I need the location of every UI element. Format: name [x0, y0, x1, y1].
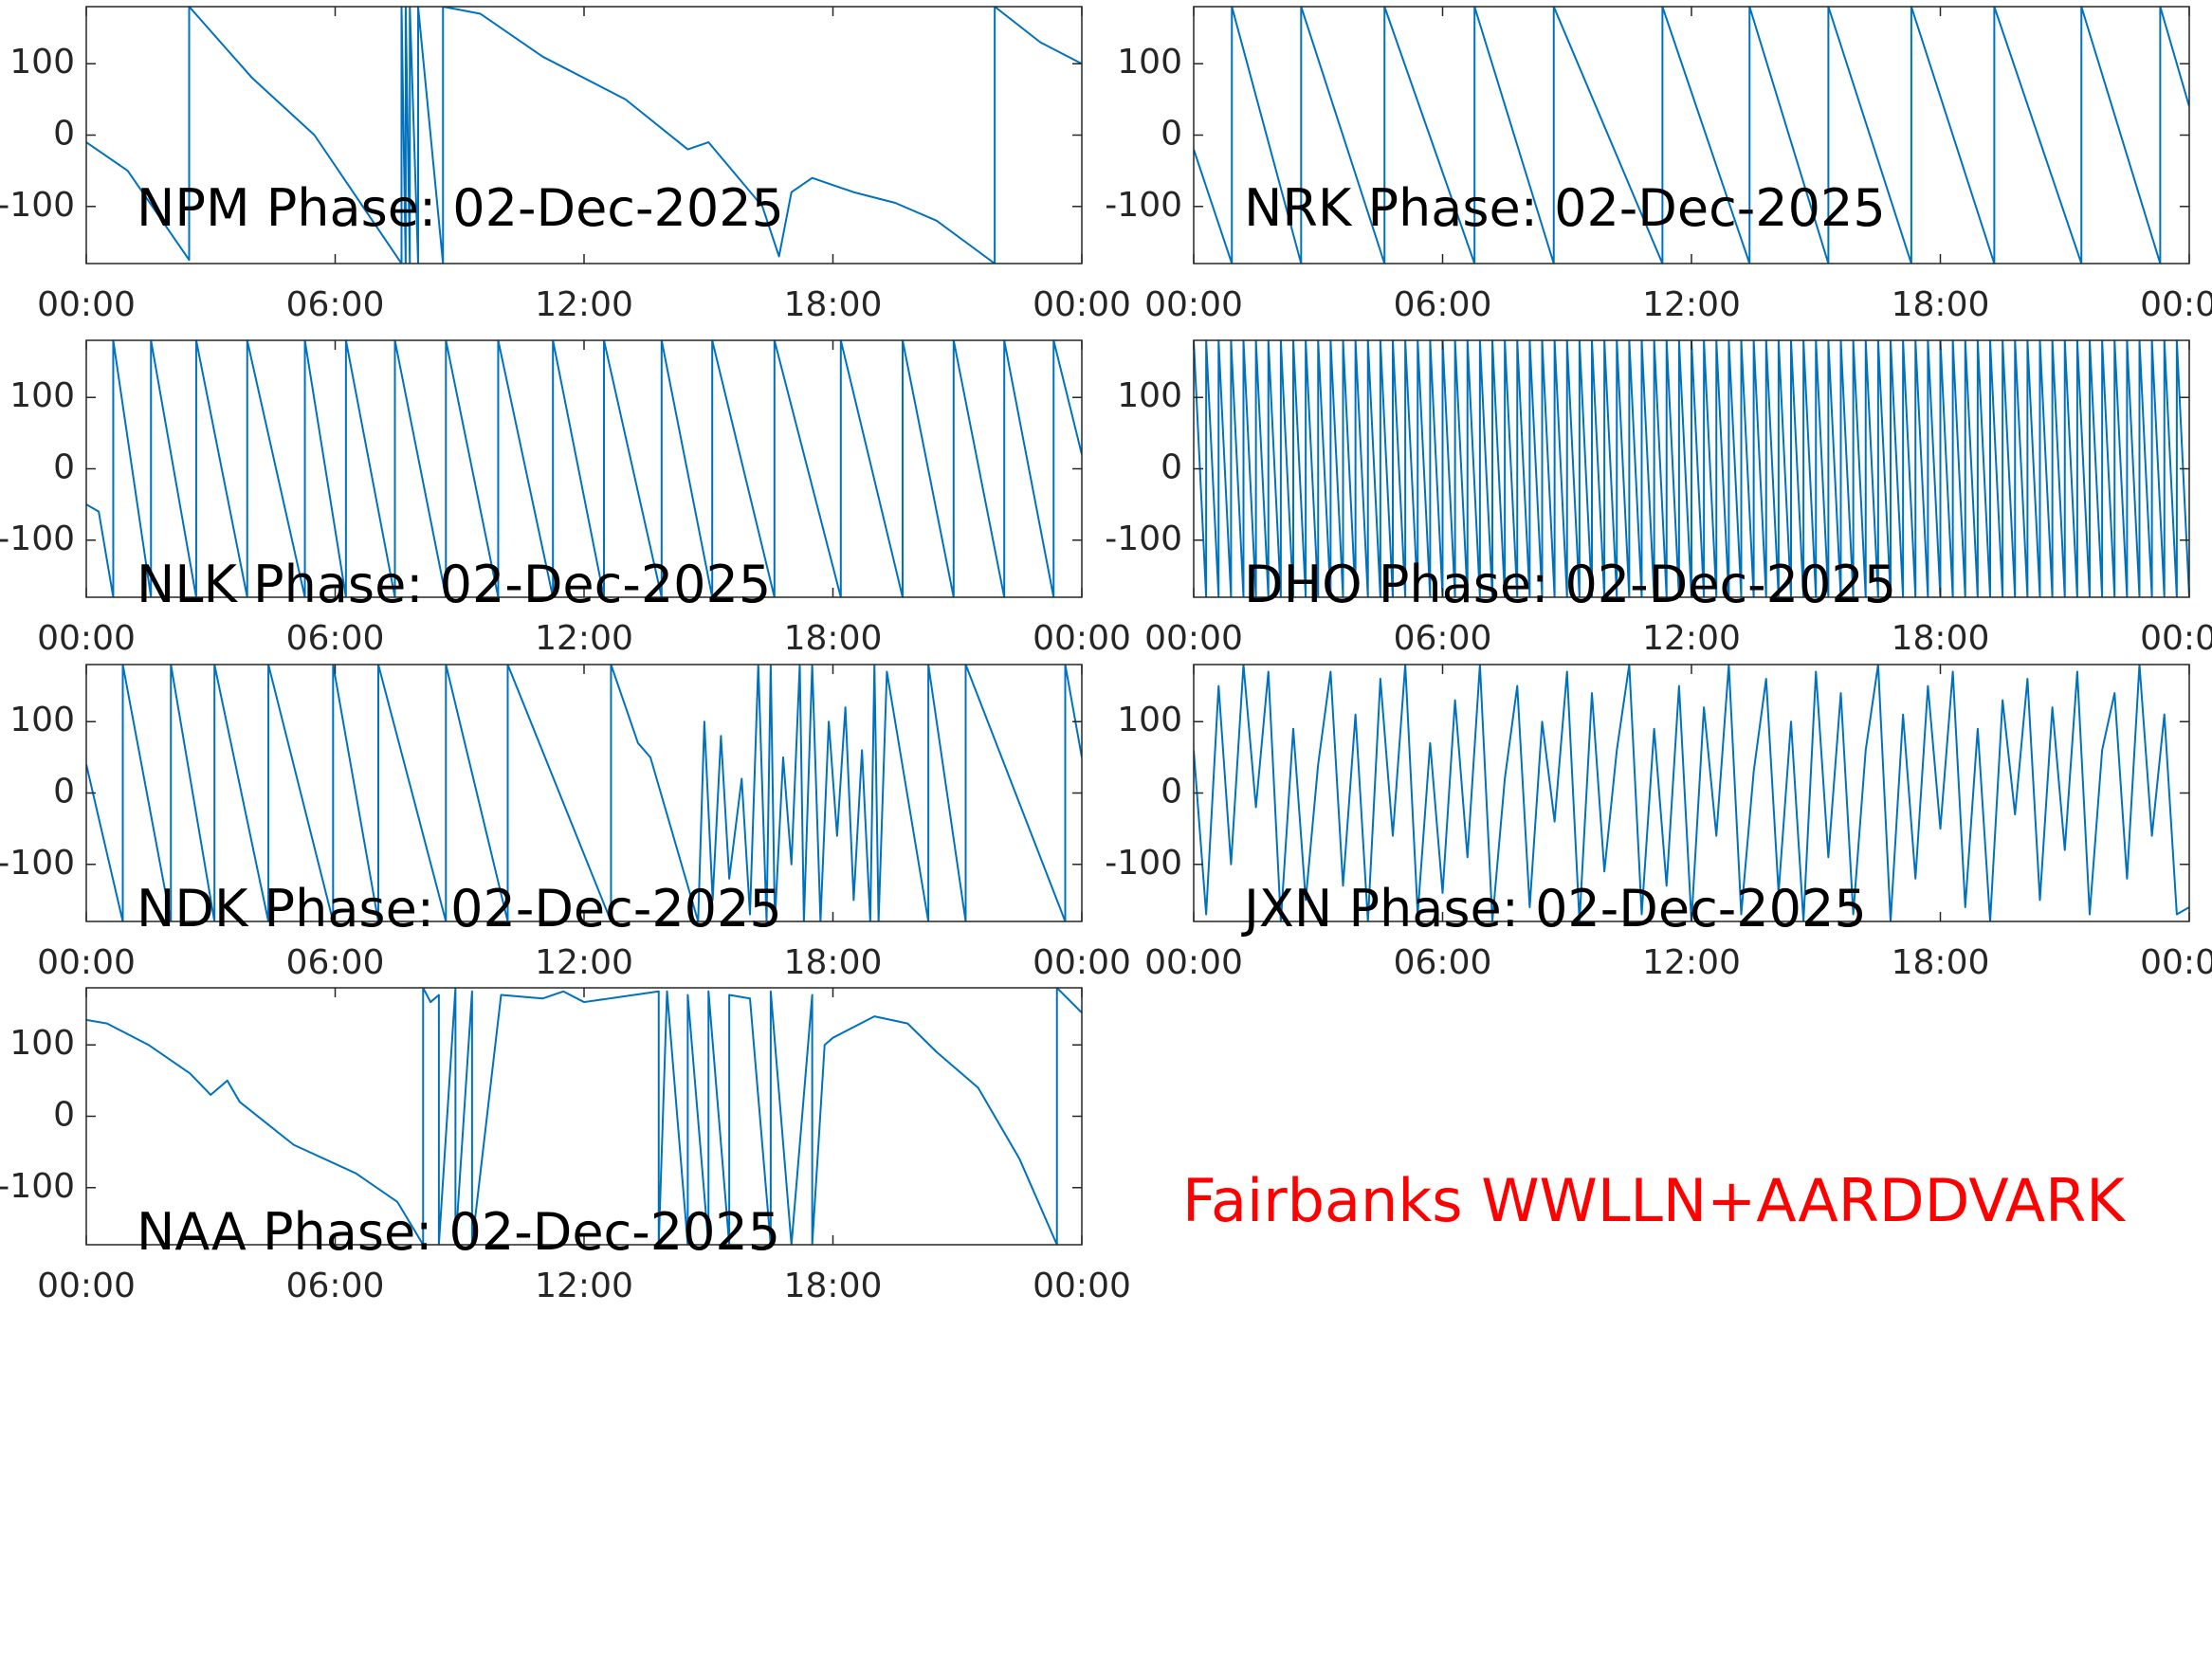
x-tick-label: 00:00 — [1033, 619, 1131, 658]
y-tick-label: 100 — [9, 376, 75, 415]
x-tick-label: 06:00 — [286, 285, 385, 324]
x-tick-label: 06:00 — [286, 619, 385, 658]
y-tick-label: 100 — [1117, 43, 1182, 82]
y-tick-label: 0 — [1161, 773, 1182, 811]
x-tick-label: 18:00 — [1892, 285, 1990, 324]
y-tick-label: 0 — [53, 773, 75, 811]
panel-title: NDK Phase: 02-Dec-2025 — [137, 879, 782, 939]
x-tick-label: 12:00 — [535, 285, 633, 324]
x-tick-label: 00:00 — [1033, 943, 1131, 982]
panel-title: NLK Phase: 02-Dec-2025 — [137, 555, 771, 614]
y-tick-label: -100 — [0, 1167, 75, 1206]
y-tick-label: 100 — [9, 43, 75, 82]
x-tick-label: 00:00 — [2140, 285, 2212, 324]
x-tick-label: 18:00 — [1892, 619, 1990, 658]
x-tick-label: 00:00 — [1033, 1267, 1131, 1305]
x-tick-label: 00:00 — [2140, 619, 2212, 658]
data-line — [86, 988, 1082, 1245]
y-tick-label: 0 — [1161, 115, 1182, 154]
y-tick-label: 100 — [9, 701, 75, 739]
x-tick-label: 18:00 — [784, 943, 883, 982]
x-tick-label: 00:00 — [1144, 285, 1243, 324]
x-tick-label: 18:00 — [784, 285, 883, 324]
x-tick-label: 06:00 — [1394, 285, 1492, 324]
y-tick-label: 100 — [9, 1024, 75, 1063]
y-tick-label: -100 — [0, 844, 75, 883]
x-tick-label: 12:00 — [1642, 285, 1741, 324]
y-tick-label: 100 — [1117, 376, 1182, 415]
data-line — [86, 665, 1082, 921]
x-tick-label: 00:00 — [37, 1267, 136, 1305]
y-tick-label: -100 — [0, 520, 75, 558]
x-tick-label: 00:00 — [2140, 943, 2212, 982]
x-tick-label: 12:00 — [1642, 943, 1741, 982]
y-tick-label: 0 — [1161, 448, 1182, 487]
data-line — [86, 7, 1082, 264]
x-tick-label: 12:00 — [535, 943, 633, 982]
x-tick-label: 00:00 — [37, 943, 136, 982]
x-tick-label: 06:00 — [1394, 943, 1492, 982]
panel-title: NPM Phase: 02-Dec-2025 — [137, 178, 784, 238]
x-tick-label: 00:00 — [1144, 943, 1243, 982]
x-tick-label: 06:00 — [286, 943, 385, 982]
y-tick-label: -100 — [1105, 844, 1182, 883]
data-line — [1194, 7, 2189, 264]
panel-title: NAA Phase: 02-Dec-2025 — [137, 1202, 780, 1262]
x-tick-label: 06:00 — [286, 1267, 385, 1305]
data-line — [1194, 340, 2189, 597]
y-tick-label: -100 — [1105, 520, 1182, 558]
annotation: Fairbanks WWLLN+AARDDVARK — [1182, 1166, 2126, 1235]
x-tick-label: 00:00 — [37, 285, 136, 324]
x-tick-label: 18:00 — [784, 619, 883, 658]
x-tick-label: 12:00 — [535, 1267, 633, 1305]
panel-title: NRK Phase: 02-Dec-2025 — [1244, 178, 1886, 238]
y-tick-label: 0 — [53, 1096, 75, 1135]
x-tick-label: 00:00 — [37, 619, 136, 658]
x-tick-label: 06:00 — [1394, 619, 1492, 658]
data-line — [1194, 665, 2189, 921]
panel-title: DHO Phase: 02-Dec-2025 — [1244, 555, 1896, 614]
x-tick-label: 12:00 — [535, 619, 633, 658]
data-line — [86, 340, 1082, 597]
y-tick-label: 100 — [1117, 701, 1182, 739]
x-tick-label: 12:00 — [1642, 619, 1741, 658]
y-tick-label: 0 — [53, 448, 75, 487]
x-tick-label: 00:00 — [1144, 619, 1243, 658]
y-tick-label: -100 — [0, 186, 75, 225]
panel-title: JXN Phase: 02-Dec-2025 — [1241, 879, 1867, 939]
y-tick-label: -100 — [1105, 186, 1182, 225]
x-tick-label: 00:00 — [1033, 285, 1131, 324]
y-tick-label: 0 — [53, 115, 75, 154]
x-tick-label: 18:00 — [784, 1267, 883, 1305]
x-tick-label: 18:00 — [1892, 943, 1990, 982]
